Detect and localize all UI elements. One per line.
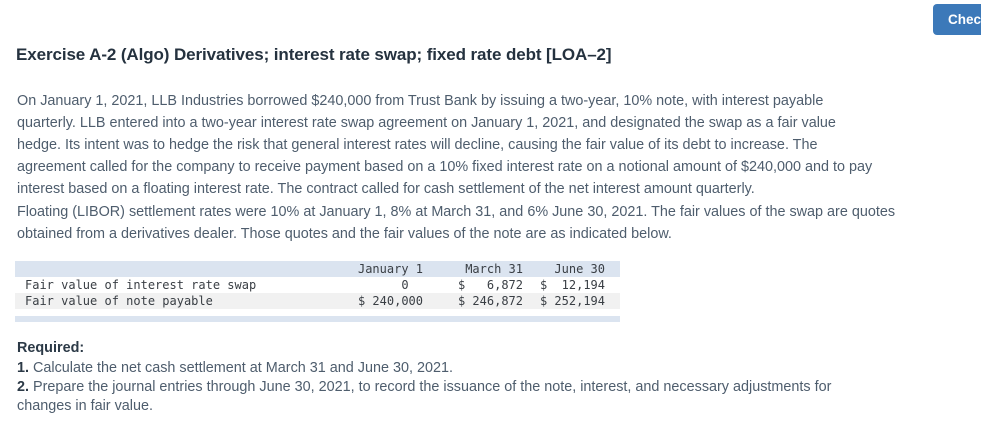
note-june-value: $ 252,194 xyxy=(539,294,605,308)
column-header-january-1: January 1 xyxy=(357,262,423,276)
required-item-2: 2. Prepare the journal entries through J… xyxy=(17,378,831,416)
required-heading: Required: xyxy=(17,340,85,356)
swap-january-value: 0 xyxy=(401,278,423,292)
libor-rates-paragraph: Floating (LIBOR) settlement rates were 1… xyxy=(17,201,895,245)
paragraph-line: hedge. Its intent was to hedge the risk … xyxy=(17,137,818,153)
fair-value-table: January 1 March 31 June 30 Fair value of… xyxy=(15,261,620,322)
required-item-number: 1. xyxy=(17,360,30,376)
required-item-text: Calculate the net cash settlement at Mar… xyxy=(33,360,454,376)
table-header-row: January 1 March 31 June 30 xyxy=(15,261,620,277)
note-january-value: $ 240,000 xyxy=(357,294,423,308)
paragraph-line: Floating (LIBOR) settlement rates were 1… xyxy=(17,204,896,220)
row-label: Fair value of note payable xyxy=(25,294,213,308)
column-header-blank xyxy=(15,261,348,277)
column-header-june-30: June 30 xyxy=(554,262,605,276)
paragraph-line: obtained from a derivatives dealer. Thos… xyxy=(17,226,672,242)
table-footer-bar xyxy=(15,316,620,322)
swap-march-value: $ 6,872 xyxy=(457,278,523,292)
required-section: Required: 1. Calculate the net cash sett… xyxy=(17,339,831,416)
table-row-note: Fair value of note payable $ 240,000 $ 2… xyxy=(15,293,620,309)
required-item-text: Prepare the journal entries through June… xyxy=(33,379,832,395)
exercise-title: Exercise A-2 (Algo) Derivatives; interes… xyxy=(16,45,612,64)
swap-june-value: $ 12,194 xyxy=(539,278,605,292)
required-item-text-continued: changes in fair value. xyxy=(17,398,153,414)
check-work-button[interactable]: Chec xyxy=(933,4,981,35)
required-item-1: 1. Calculate the net cash settlement at … xyxy=(17,359,831,378)
required-item-number: 2. xyxy=(17,379,30,395)
paragraph-line: quarterly. LLB entered into a two-year i… xyxy=(17,115,836,131)
note-march-value: $ 246,872 xyxy=(457,294,523,308)
fair-value-table-grid: January 1 March 31 June 30 Fair value of… xyxy=(15,261,620,309)
scenario-paragraph: On January 1, 2021, LLB Industries borro… xyxy=(17,90,872,200)
paragraph-line: agreement called for the company to rece… xyxy=(17,159,873,175)
row-label: Fair value of interest rate swap xyxy=(25,278,257,292)
paragraph-line: interest based on a floating interest ra… xyxy=(17,181,755,197)
column-header-march-31: March 31 xyxy=(465,262,523,276)
paragraph-line: On January 1, 2021, LLB Industries borro… xyxy=(17,93,824,109)
table-row-swap: Fair value of interest rate swap 0 $ 6,8… xyxy=(15,277,620,293)
